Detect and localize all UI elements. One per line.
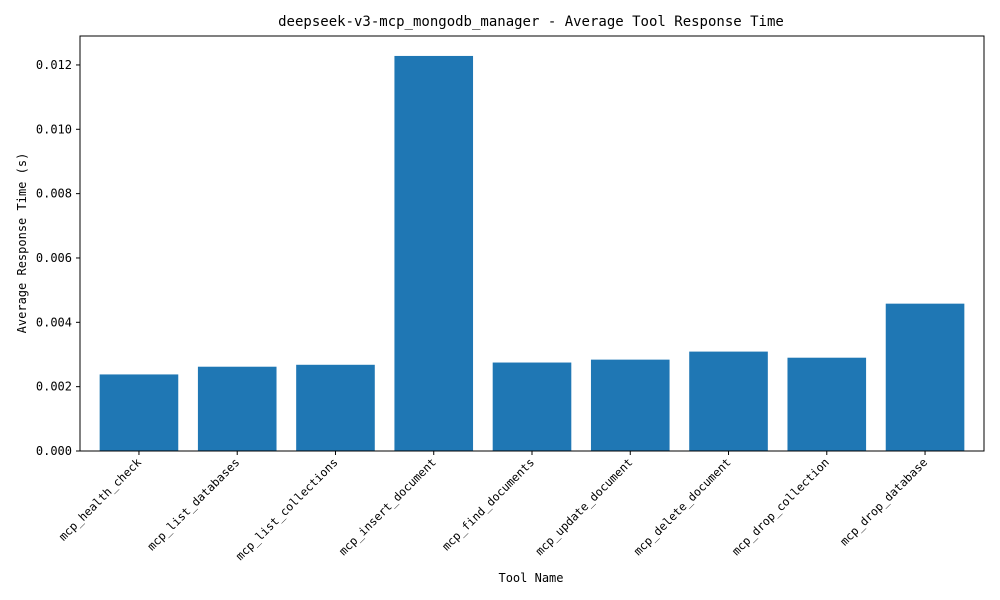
- bar-mcp-delete-document: [689, 351, 768, 451]
- y-axis: 0.000 0.002 0.004 0.006 0.008 0.010 0.012: [36, 58, 80, 458]
- y-axis-label: Average Response Time (s): [15, 153, 29, 334]
- bars-group: [99, 55, 965, 451]
- x-axis-label: Tool Name: [498, 571, 563, 585]
- plot-frame: [79, 35, 985, 452]
- y-tick-label: 0.010: [36, 122, 72, 136]
- y-tick-label: 0.000: [36, 444, 72, 458]
- chart-title: deepseek-v3-mcp_mongodb_manager - Averag…: [278, 14, 784, 30]
- bar-mcp-drop-collection: [787, 357, 867, 451]
- y-tick-label: 0.002: [36, 380, 72, 394]
- y-tick-label: 0.012: [36, 58, 72, 72]
- bar-mcp-list-collections: [296, 364, 375, 451]
- bar-mcp-update-document: [590, 359, 670, 451]
- y-tick-label: 0.004: [36, 315, 72, 329]
- bar-mcp-health-check: [99, 374, 179, 451]
- bar-mcp-find-documents: [492, 362, 572, 451]
- bar-mcp-list-databases: [197, 366, 277, 451]
- bar-mcp-insert-document: [394, 55, 474, 451]
- y-tick-label: 0.008: [36, 187, 72, 201]
- y-tick-label: 0.006: [36, 251, 72, 265]
- bar-mcp-drop-database: [885, 303, 965, 451]
